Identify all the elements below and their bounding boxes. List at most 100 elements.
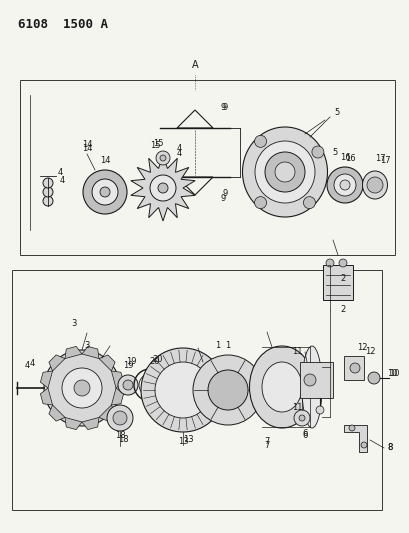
Text: 1: 1 [215, 341, 220, 350]
Circle shape [274, 162, 294, 182]
Circle shape [339, 180, 349, 190]
Circle shape [43, 178, 53, 188]
Polygon shape [49, 355, 65, 371]
Bar [20, 80, 394, 255]
Circle shape [123, 380, 133, 390]
Polygon shape [130, 155, 195, 221]
Text: 6108  1500 A: 6108 1500 A [18, 18, 108, 31]
Polygon shape [82, 346, 99, 359]
Circle shape [193, 355, 262, 425]
Polygon shape [111, 388, 123, 405]
Circle shape [293, 410, 309, 426]
Text: 3: 3 [71, 319, 76, 327]
Circle shape [100, 187, 110, 197]
Bar [12, 270, 381, 510]
Text: 1: 1 [225, 341, 230, 350]
Text: 17: 17 [379, 156, 389, 165]
Circle shape [338, 259, 346, 267]
Text: 7: 7 [264, 440, 269, 449]
Circle shape [44, 350, 120, 426]
Polygon shape [49, 405, 65, 421]
Text: 19: 19 [122, 360, 133, 369]
Text: 18: 18 [117, 435, 128, 445]
Circle shape [325, 259, 333, 267]
Circle shape [141, 348, 225, 432]
Circle shape [43, 187, 53, 197]
Circle shape [207, 370, 247, 410]
Text: 14: 14 [81, 140, 92, 149]
Text: 19: 19 [126, 358, 136, 367]
Text: 12: 12 [364, 348, 374, 357]
Text: 4: 4 [29, 359, 34, 367]
Circle shape [311, 146, 323, 158]
Text: 4: 4 [59, 175, 65, 184]
Circle shape [83, 170, 127, 214]
Circle shape [349, 363, 359, 373]
Circle shape [155, 151, 170, 165]
Circle shape [348, 425, 354, 431]
Text: 18: 18 [115, 431, 125, 440]
Circle shape [298, 415, 304, 421]
Text: 15: 15 [153, 139, 163, 148]
Circle shape [113, 411, 127, 425]
Text: 13: 13 [177, 438, 188, 447]
Polygon shape [65, 346, 82, 359]
Circle shape [118, 375, 138, 395]
Text: 14: 14 [99, 156, 110, 165]
Circle shape [62, 368, 102, 408]
Circle shape [150, 175, 175, 201]
Polygon shape [40, 371, 52, 388]
Polygon shape [65, 417, 82, 430]
Circle shape [367, 372, 379, 384]
Text: 6: 6 [301, 431, 307, 440]
Circle shape [333, 174, 355, 196]
Polygon shape [99, 355, 115, 371]
Polygon shape [343, 356, 363, 380]
Polygon shape [40, 388, 52, 405]
Text: 16: 16 [344, 154, 355, 163]
Text: 2: 2 [339, 305, 345, 314]
Polygon shape [99, 405, 115, 421]
Ellipse shape [301, 346, 321, 428]
Text: 6: 6 [301, 429, 307, 438]
Text: 9: 9 [220, 102, 225, 111]
Circle shape [366, 177, 382, 193]
Text: 5: 5 [334, 108, 339, 117]
Text: 9: 9 [222, 102, 227, 111]
Circle shape [254, 135, 266, 147]
Ellipse shape [362, 171, 387, 199]
Circle shape [360, 442, 366, 448]
Text: 10: 10 [388, 368, 398, 377]
Circle shape [107, 405, 133, 431]
Text: 12: 12 [356, 343, 366, 352]
Text: 7: 7 [264, 438, 269, 447]
Ellipse shape [254, 141, 314, 203]
Circle shape [303, 197, 315, 208]
Polygon shape [111, 371, 123, 388]
Text: 20: 20 [153, 356, 163, 365]
Text: 11: 11 [291, 348, 301, 357]
Text: 20: 20 [149, 358, 160, 367]
Polygon shape [82, 417, 99, 430]
Text: 3: 3 [84, 341, 90, 350]
Text: 15: 15 [149, 141, 160, 149]
Text: A: A [191, 60, 198, 70]
Polygon shape [343, 425, 366, 452]
Circle shape [254, 197, 266, 208]
Circle shape [157, 183, 168, 193]
Circle shape [326, 167, 362, 203]
Text: 9: 9 [222, 189, 227, 198]
Text: 4: 4 [176, 143, 181, 152]
Circle shape [155, 362, 211, 418]
Text: 10: 10 [386, 368, 396, 377]
Text: 8: 8 [387, 443, 392, 453]
Bar [322, 265, 352, 300]
Text: 16: 16 [339, 152, 349, 161]
Circle shape [92, 179, 118, 205]
Circle shape [315, 406, 323, 414]
Circle shape [74, 380, 90, 396]
Text: 17: 17 [374, 154, 384, 163]
Text: 8: 8 [387, 443, 392, 453]
Text: 4: 4 [24, 360, 29, 369]
Text: 14: 14 [81, 143, 92, 152]
